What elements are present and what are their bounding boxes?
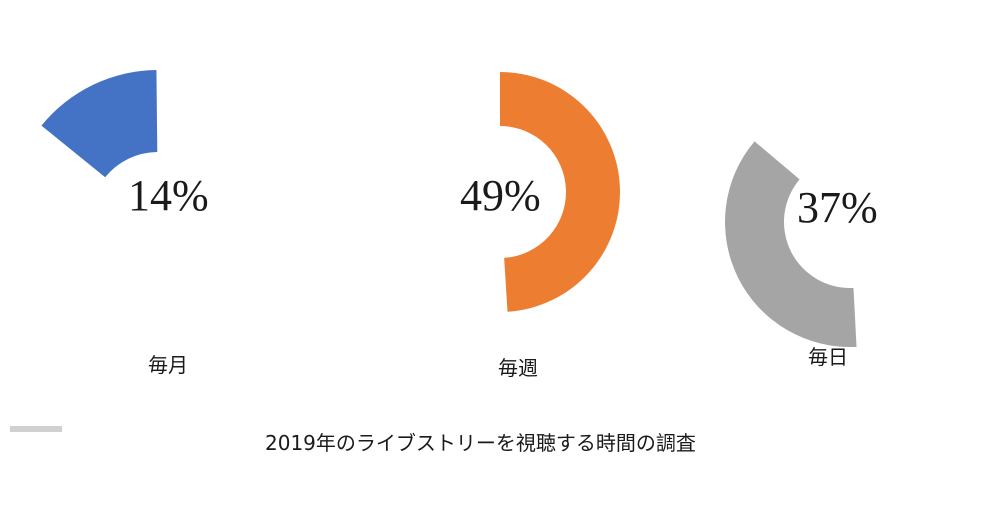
donut-segment-daily bbox=[725, 141, 857, 348]
category-label-weekly: 毎週 bbox=[498, 356, 538, 380]
donut-segment-monthly bbox=[41, 70, 158, 178]
category-label-monthly: 毎月 bbox=[148, 353, 188, 377]
legend-swatch bbox=[10, 426, 62, 432]
value-label-weekly: 49% bbox=[460, 171, 541, 220]
value-label-monthly: 14% bbox=[128, 171, 209, 220]
donut-segment-weekly bbox=[500, 72, 621, 312]
value-label-daily: 37% bbox=[797, 183, 878, 232]
category-label-daily: 毎日 bbox=[808, 345, 848, 369]
chart-title: 2019年のライブストリーを視聴する時間の調査 bbox=[265, 431, 696, 455]
